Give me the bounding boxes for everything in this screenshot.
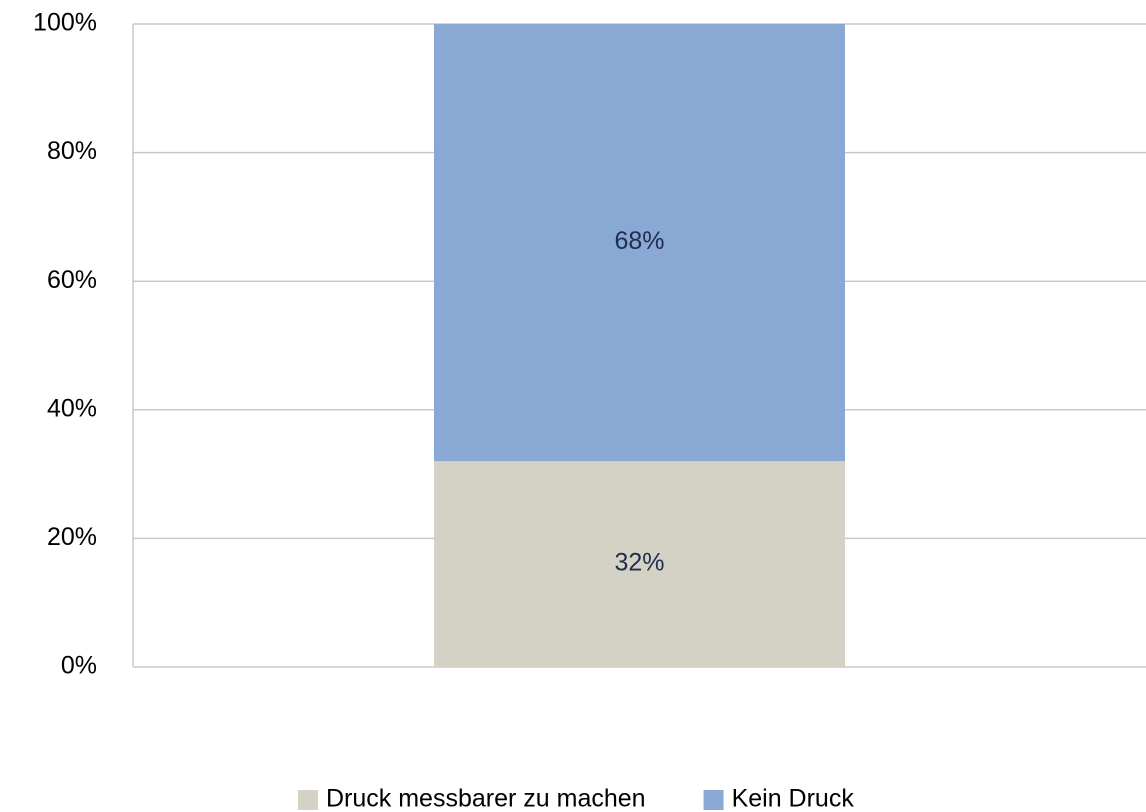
y-tick-label: 0%	[61, 652, 97, 680]
y-tick-label: 20%	[47, 523, 97, 551]
y-tick-label: 40%	[47, 394, 97, 422]
bar-segment	[434, 461, 845, 667]
legend-label: Druck messbarer zu machen	[326, 785, 646, 812]
legend: Druck messbarer zu machen Kein Druck	[298, 785, 854, 812]
legend-swatch	[703, 790, 724, 810]
y-tick-label: 100%	[33, 9, 97, 37]
legend-swatch	[298, 790, 318, 810]
y-tick-label: 80%	[47, 137, 97, 165]
legend-label: Kein Druck	[732, 785, 855, 812]
y-tick-label: 60%	[47, 266, 97, 294]
data-label: 68%	[614, 227, 664, 255]
bar-segment	[434, 24, 845, 462]
data-label: 32%	[614, 549, 664, 577]
